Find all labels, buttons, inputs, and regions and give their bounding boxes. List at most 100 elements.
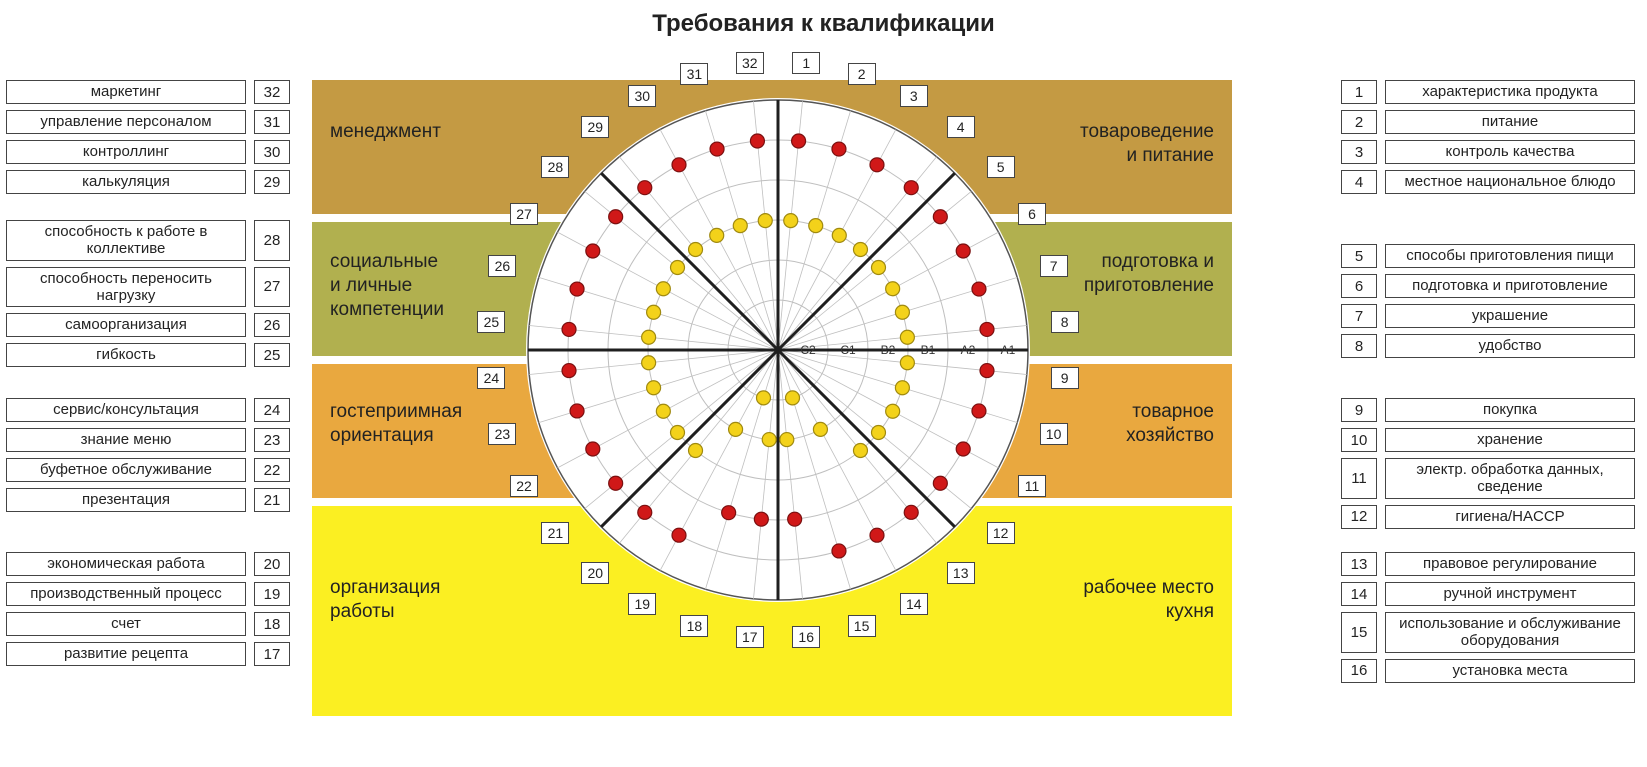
spoke-number: 14 — [900, 593, 928, 615]
legend-number: 29 — [254, 170, 290, 194]
page-title: Требования к квалификации — [0, 10, 1647, 38]
legend-text: питание — [1385, 110, 1635, 134]
spoke-number: 26 — [488, 255, 516, 277]
spoke-number: 22 — [510, 475, 538, 497]
band-label-left: организацияработы — [330, 576, 440, 624]
legend-text: украшение — [1385, 304, 1635, 328]
spoke-number: 13 — [947, 562, 975, 584]
legend-number: 21 — [254, 488, 290, 512]
legend-number: 20 — [254, 552, 290, 576]
legend-text: презентация — [6, 488, 246, 512]
legend-row: знание меню23 — [6, 428, 306, 452]
legend-row: 16установка места — [1341, 659, 1641, 683]
spoke-number: 29 — [581, 116, 609, 138]
legend-group: маркетинг32 управление персоналом 31 контро… — [6, 80, 306, 194]
spoke-number: 25 — [477, 311, 505, 333]
legend-row: 4местное национальное блюдо — [1341, 170, 1641, 194]
legend-text: экономическая работа — [6, 552, 246, 576]
legend-number: 28 — [254, 220, 290, 261]
spoke-number: 6 — [1018, 203, 1046, 225]
legend-number: 9 — [1341, 398, 1377, 422]
spoke-number: 32 — [736, 52, 764, 74]
spoke-number: 18 — [680, 615, 708, 637]
spoke-number: 15 — [848, 615, 876, 637]
band-label-left: социальныеи личныекомпетенции — [330, 250, 444, 321]
legend-text: установка места — [1385, 659, 1635, 683]
legend-text: самоорганизация — [6, 313, 246, 337]
legend-number: 32 — [254, 80, 290, 104]
legend-number: 7 — [1341, 304, 1377, 328]
legend-row: 7 украшение — [1341, 304, 1641, 328]
spoke-number: 7 — [1040, 255, 1068, 277]
legend-text: буфетное обслуживание — [6, 458, 246, 482]
legend-row: контроллинг30 — [6, 140, 306, 164]
legend-text: развитие рецепта — [6, 642, 246, 666]
svg-text:C1: C1 — [840, 343, 856, 357]
legend-text: характеристика продукта — [1385, 80, 1635, 104]
legend-row: способность переносить нагрузку27 — [6, 267, 306, 308]
legend-row: 10 хранение — [1341, 428, 1641, 452]
band-label-left: менеджмент — [330, 120, 441, 144]
legend-row: гибкость 25 — [6, 343, 306, 367]
legend-row: сервис/консультация24 — [6, 398, 306, 422]
legend-row: развитие рецепта 17 — [6, 642, 306, 666]
legend-text: подготовка и приготовление — [1385, 274, 1635, 298]
spoke-number: 30 — [628, 85, 656, 107]
legend-text: хранение — [1385, 428, 1635, 452]
legend-text: счет — [6, 612, 246, 636]
legend-number: 15 — [1341, 612, 1377, 653]
legend-number: 11 — [1341, 458, 1377, 499]
legend-number: 24 — [254, 398, 290, 422]
spoke-number: 23 — [488, 423, 516, 445]
legend-number: 25 — [254, 343, 290, 367]
legend-text: ручной инструмент — [1385, 582, 1635, 606]
band-label-right: товарноехозяйство — [1126, 400, 1214, 448]
legend-number: 10 — [1341, 428, 1377, 452]
legend-text: способность переносить нагрузку — [6, 267, 246, 308]
legend-text: способность к работе в коллективе — [6, 220, 246, 261]
legend-row: 5способы приготовления пищи — [1341, 244, 1641, 268]
spoke-number: 10 — [1040, 423, 1068, 445]
legend-number: 27 — [254, 267, 290, 308]
legend-text: гибкость — [6, 343, 246, 367]
legend-row: 3контроль качества — [1341, 140, 1641, 164]
legend-text: производственный процесс — [6, 582, 246, 606]
legend-number: 14 — [1341, 582, 1377, 606]
legend-row: 6подготовка и приготовление — [1341, 274, 1641, 298]
spoke-number: 5 — [987, 156, 1015, 178]
spoke-number: 16 — [792, 626, 820, 648]
legend-row: 13правовое регулирование — [1341, 552, 1641, 576]
spoke-number: 31 — [680, 63, 708, 85]
legend-row: 15использование и обслуживание оборудова… — [1341, 612, 1641, 653]
spoke-number: 4 — [947, 116, 975, 138]
spoke-number: 20 — [581, 562, 609, 584]
legend-text: способы приготовления пищи — [1385, 244, 1635, 268]
legend-row: 2питание — [1341, 110, 1641, 134]
svg-text:B2: B2 — [881, 343, 896, 357]
spoke-number: 21 — [541, 522, 569, 544]
legend-text: местное национальное блюдо — [1385, 170, 1635, 194]
legend-row: маркетинг32 — [6, 80, 306, 104]
legend-number: 17 — [254, 642, 290, 666]
legend-row: управление персоналом 31 — [6, 110, 306, 134]
legend-text: управление персоналом — [6, 110, 246, 134]
legend-row: счет18 — [6, 612, 306, 636]
spoke-number: 28 — [541, 156, 569, 178]
legend-number: 19 — [254, 582, 290, 606]
spoke-number: 12 — [987, 522, 1015, 544]
spoke-number: 2 — [848, 63, 876, 85]
legend-group: 5способы приготовления пищи 6подготовка и… — [1341, 244, 1641, 358]
legend-text: гигиена/HACCP — [1385, 505, 1635, 529]
legend-group: 13правовое регулирование 14 ручной инструм… — [1341, 552, 1641, 683]
legend-number: 13 — [1341, 552, 1377, 576]
legend-number: 31 — [254, 110, 290, 134]
svg-text:B1: B1 — [921, 343, 936, 357]
legend-row: 8удобство — [1341, 334, 1641, 358]
legend-row: презентация 21 — [6, 488, 306, 512]
legend-text: знание меню — [6, 428, 246, 452]
spoke-number: 9 — [1051, 367, 1079, 389]
band-label-right: подготовка иприготовление — [1084, 250, 1214, 298]
legend-number: 12 — [1341, 505, 1377, 529]
svg-text:A1: A1 — [1001, 343, 1016, 357]
legend-row: калькуляция29 — [6, 170, 306, 194]
